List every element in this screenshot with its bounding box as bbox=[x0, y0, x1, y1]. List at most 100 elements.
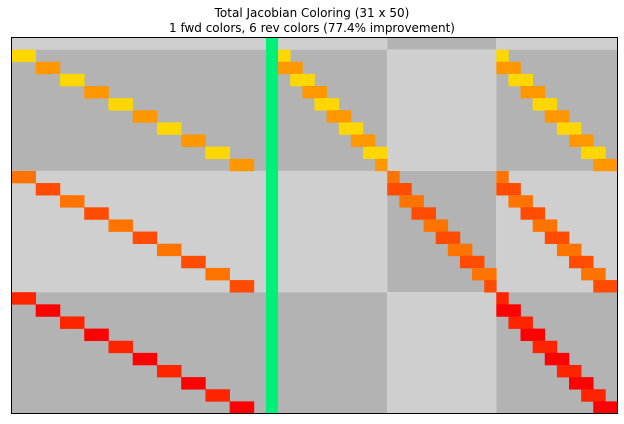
rev-cell-r4-c25 bbox=[314, 86, 327, 99]
rev-cell-r20-c48 bbox=[593, 280, 606, 293]
rev-cell-r6-c45 bbox=[556, 110, 570, 123]
rev-cell-r2-c40 bbox=[496, 61, 509, 75]
block-0-0 bbox=[11, 37, 267, 50]
rev-cell-r12-c31 bbox=[387, 183, 400, 196]
rev-cell-r8-c46 bbox=[569, 134, 582, 147]
rev-cell-r18-c37 bbox=[459, 255, 473, 269]
rev-cell-r18-c15 bbox=[193, 255, 206, 269]
rev-cell-r25-c43 bbox=[532, 340, 546, 354]
rev-cell-r7-c28 bbox=[350, 122, 364, 135]
rev-cell-r24-c7 bbox=[96, 328, 109, 342]
rev-cell-r18-c47 bbox=[581, 255, 594, 269]
block-2-2 bbox=[278, 170, 388, 293]
block-3-2 bbox=[278, 292, 388, 414]
rev-cell-r2-c22 bbox=[278, 61, 291, 75]
rev-cell-r10-c49 bbox=[605, 158, 618, 172]
rev-cell-r20-c19 bbox=[241, 280, 255, 293]
rev-cell-r22-c3 bbox=[47, 304, 61, 317]
rev-cell-r6-c11 bbox=[144, 110, 158, 123]
rev-cell-r28-c15 bbox=[193, 377, 206, 390]
rev-cell-r9-c29 bbox=[362, 146, 376, 160]
rev-cell-r5-c25 bbox=[314, 98, 327, 111]
rev-cell-r13-c32 bbox=[399, 195, 412, 208]
rev-cell-r5-c43 bbox=[532, 98, 546, 111]
block-0-2 bbox=[278, 37, 388, 50]
rev-cell-r1-c40 bbox=[496, 49, 509, 63]
rev-cell-r9-c30 bbox=[375, 146, 388, 160]
rev-cell-r7-c46 bbox=[569, 122, 582, 135]
rev-cell-r14-c33 bbox=[411, 207, 424, 220]
rev-cell-r6-c44 bbox=[544, 110, 558, 123]
rev-cell-r10-c30 bbox=[375, 158, 388, 172]
rev-cell-r3-c41 bbox=[508, 73, 521, 87]
rev-cell-r28-c14 bbox=[181, 377, 194, 390]
rev-cell-r13-c33 bbox=[411, 195, 424, 208]
rev-cell-r12-c32 bbox=[399, 183, 412, 196]
fwd-color-column bbox=[266, 37, 279, 414]
rev-cell-r26-c44 bbox=[544, 352, 558, 366]
rev-cell-r27-c46 bbox=[569, 364, 582, 378]
rev-cell-r29-c47 bbox=[581, 389, 594, 402]
rev-cell-r8-c29 bbox=[362, 134, 376, 147]
rev-cell-r23-c4 bbox=[59, 316, 73, 329]
rev-cell-r7-c12 bbox=[156, 122, 170, 135]
rev-cell-r3-c42 bbox=[520, 73, 533, 87]
rev-cell-r21-c40 bbox=[496, 292, 509, 305]
rev-cell-r26-c45 bbox=[556, 352, 570, 366]
rev-cell-r2-c2 bbox=[35, 61, 49, 75]
rev-cell-r23-c5 bbox=[72, 316, 85, 329]
rev-cell-r20-c49 bbox=[605, 280, 618, 293]
rev-cell-r19-c47 bbox=[581, 267, 594, 281]
rev-cell-r27-c13 bbox=[169, 364, 182, 378]
rev-cell-r1-c1 bbox=[23, 49, 37, 63]
rev-cell-r12-c2 bbox=[35, 183, 49, 196]
rev-cell-r3-c24 bbox=[302, 73, 315, 87]
rev-cell-r26-c11 bbox=[144, 352, 158, 366]
rev-cell-r16-c35 bbox=[435, 231, 449, 244]
chart-subtitle: 1 fwd colors, 6 rev colors (77.4% improv… bbox=[169, 21, 455, 35]
rev-cell-r12-c3 bbox=[47, 183, 61, 196]
rev-cell-r25-c44 bbox=[544, 340, 558, 354]
rev-cell-r6-c26 bbox=[326, 110, 340, 123]
rev-cell-r11-c40 bbox=[496, 170, 509, 184]
rev-cell-r30-c18 bbox=[229, 401, 243, 414]
rev-cell-r19-c38 bbox=[472, 267, 485, 281]
rev-cell-r21-c1 bbox=[23, 292, 37, 305]
rev-cell-r9-c17 bbox=[217, 146, 230, 160]
block-1-3 bbox=[387, 49, 497, 171]
rev-cell-r15-c44 bbox=[544, 219, 558, 232]
rev-cell-r20-c18 bbox=[229, 280, 243, 293]
rev-cell-r1-c0 bbox=[11, 49, 24, 63]
rev-cell-r5-c8 bbox=[108, 98, 121, 111]
rev-cell-r19-c48 bbox=[593, 267, 606, 281]
rev-cell-r19-c17 bbox=[217, 267, 230, 281]
rev-cell-r29-c16 bbox=[205, 389, 218, 402]
rev-cell-r20-c39 bbox=[484, 280, 497, 293]
rev-cell-r17-c12 bbox=[156, 243, 170, 257]
rev-cell-r16-c45 bbox=[556, 231, 570, 244]
rev-cell-r19-c39 bbox=[484, 267, 497, 281]
rev-cell-r16-c10 bbox=[132, 231, 146, 244]
rev-cell-r15-c34 bbox=[423, 219, 436, 232]
rev-cell-r27-c45 bbox=[556, 364, 570, 378]
rev-cell-r4-c43 bbox=[532, 86, 546, 99]
rev-cell-r14-c6 bbox=[84, 207, 97, 220]
plot-frame bbox=[11, 37, 618, 414]
rev-cell-r11-c31 bbox=[387, 170, 400, 184]
rev-cell-r3-c4 bbox=[59, 73, 73, 87]
rev-cell-r5-c44 bbox=[544, 98, 558, 111]
rev-cell-r3-c5 bbox=[72, 73, 85, 87]
rev-cell-r9-c48 bbox=[593, 146, 606, 160]
rev-cell-r13-c42 bbox=[520, 195, 533, 208]
rev-cell-r14-c43 bbox=[532, 207, 546, 220]
rev-cell-r2-c41 bbox=[508, 61, 521, 75]
rev-cell-r2-c3 bbox=[47, 61, 61, 75]
rev-cell-r17-c46 bbox=[569, 243, 582, 257]
rev-cell-r7-c45 bbox=[556, 122, 570, 135]
rev-cell-r24-c6 bbox=[84, 328, 97, 342]
block-3-3 bbox=[387, 292, 497, 414]
rev-cell-r4-c24 bbox=[302, 86, 315, 99]
rev-cell-r15-c8 bbox=[108, 219, 121, 232]
rev-cell-r12-c40 bbox=[496, 183, 509, 196]
